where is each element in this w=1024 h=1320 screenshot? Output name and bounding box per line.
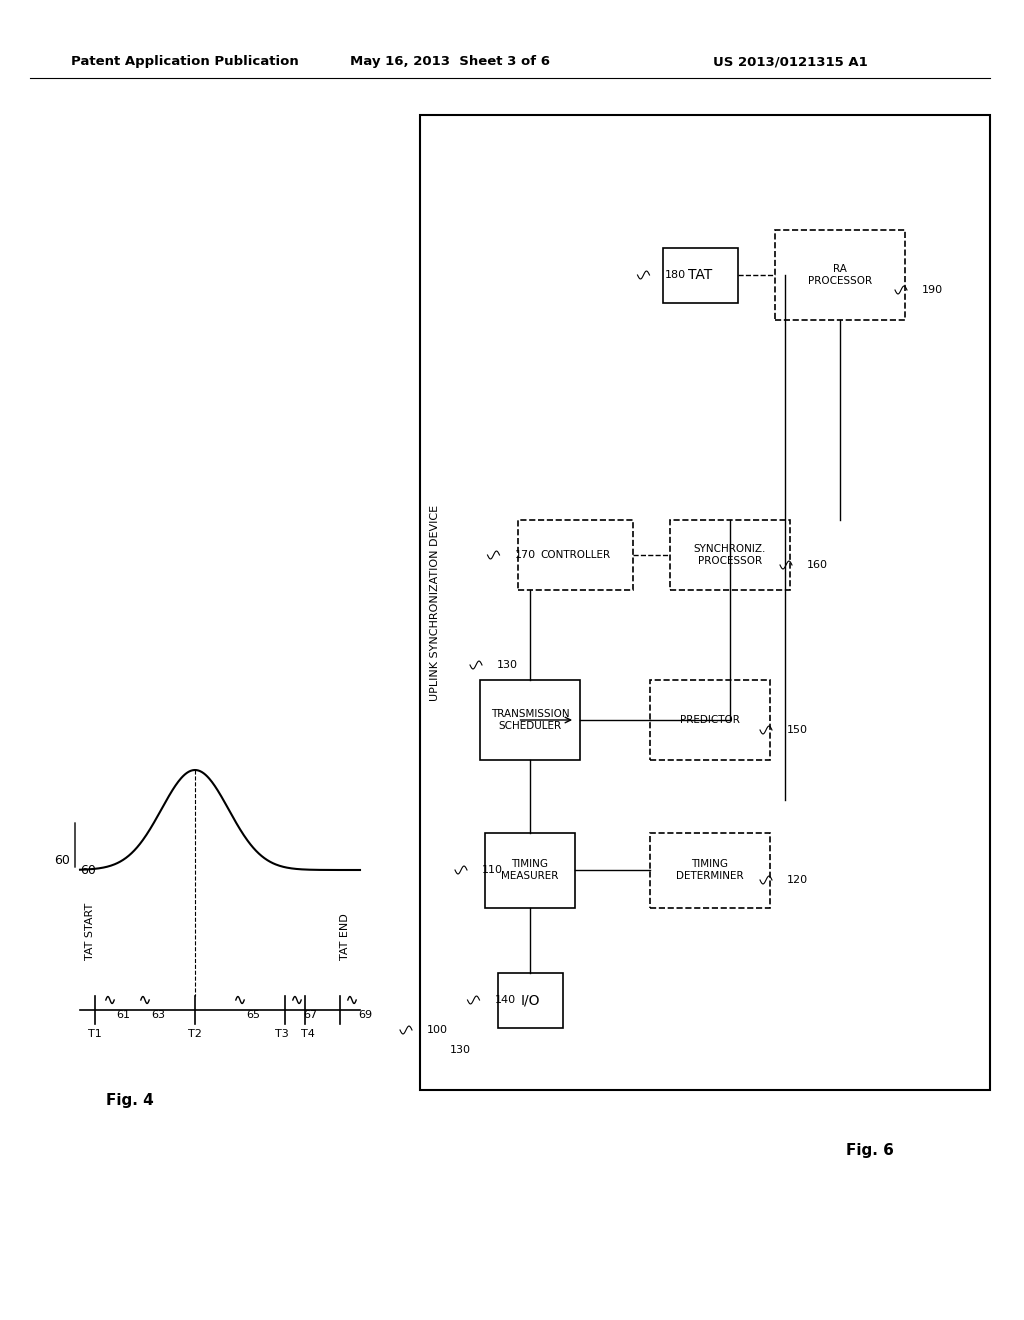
Text: I/O: I/O xyxy=(520,993,540,1007)
Bar xyxy=(670,520,790,590)
Text: 130: 130 xyxy=(497,660,518,671)
Text: SYNCHRONIZ.
PROCESSOR: SYNCHRONIZ. PROCESSOR xyxy=(694,544,766,566)
Text: 170: 170 xyxy=(514,550,536,560)
Bar xyxy=(663,248,737,302)
Text: 120: 120 xyxy=(787,875,808,884)
Text: TAT START: TAT START xyxy=(85,903,95,960)
Text: 100: 100 xyxy=(427,1026,449,1035)
FancyBboxPatch shape xyxy=(420,115,990,1090)
Text: 150: 150 xyxy=(787,725,808,735)
Text: 67: 67 xyxy=(303,1010,317,1020)
Text: 61: 61 xyxy=(116,1010,130,1020)
Text: 140: 140 xyxy=(495,995,516,1005)
Text: TIMING
MEASURER: TIMING MEASURER xyxy=(502,859,559,880)
Text: UPLINK SYNCHRONIZATION DEVICE: UPLINK SYNCHRONIZATION DEVICE xyxy=(430,504,440,701)
Text: 130: 130 xyxy=(450,1045,470,1055)
Text: TIMING
DETERMINER: TIMING DETERMINER xyxy=(676,859,743,880)
Text: TAT: TAT xyxy=(688,268,712,282)
Text: US 2013/0121315 A1: US 2013/0121315 A1 xyxy=(713,55,867,69)
Text: CONTROLLER: CONTROLLER xyxy=(540,550,610,560)
Text: PREDICTOR: PREDICTOR xyxy=(680,715,740,725)
Text: 65: 65 xyxy=(246,1010,260,1020)
Text: TAT END: TAT END xyxy=(340,913,350,960)
Bar xyxy=(650,680,770,760)
Text: 180: 180 xyxy=(665,271,686,280)
Text: T2: T2 xyxy=(188,1030,202,1039)
Text: Fig. 6: Fig. 6 xyxy=(846,1143,894,1158)
Text: 110: 110 xyxy=(482,865,503,875)
Text: 190: 190 xyxy=(922,285,943,294)
Text: Patent Application Publication: Patent Application Publication xyxy=(71,55,299,69)
Bar xyxy=(650,833,770,908)
Text: May 16, 2013  Sheet 3 of 6: May 16, 2013 Sheet 3 of 6 xyxy=(350,55,550,69)
Text: 60: 60 xyxy=(54,854,70,866)
Text: 60: 60 xyxy=(80,863,96,876)
Text: RA
PROCESSOR: RA PROCESSOR xyxy=(808,264,872,286)
Text: T4: T4 xyxy=(301,1030,315,1039)
Text: 160: 160 xyxy=(807,560,828,570)
Bar xyxy=(517,520,633,590)
Text: T3: T3 xyxy=(275,1030,289,1039)
Text: TRANSMISSION
SCHEDULER: TRANSMISSION SCHEDULER xyxy=(490,709,569,731)
Bar xyxy=(775,230,905,319)
Text: T1: T1 xyxy=(88,1030,101,1039)
Text: Fig. 4: Fig. 4 xyxy=(106,1093,154,1107)
Bar xyxy=(498,973,562,1027)
Text: 69: 69 xyxy=(358,1010,372,1020)
Bar xyxy=(480,680,580,760)
Bar xyxy=(485,833,575,908)
Text: 63: 63 xyxy=(151,1010,165,1020)
